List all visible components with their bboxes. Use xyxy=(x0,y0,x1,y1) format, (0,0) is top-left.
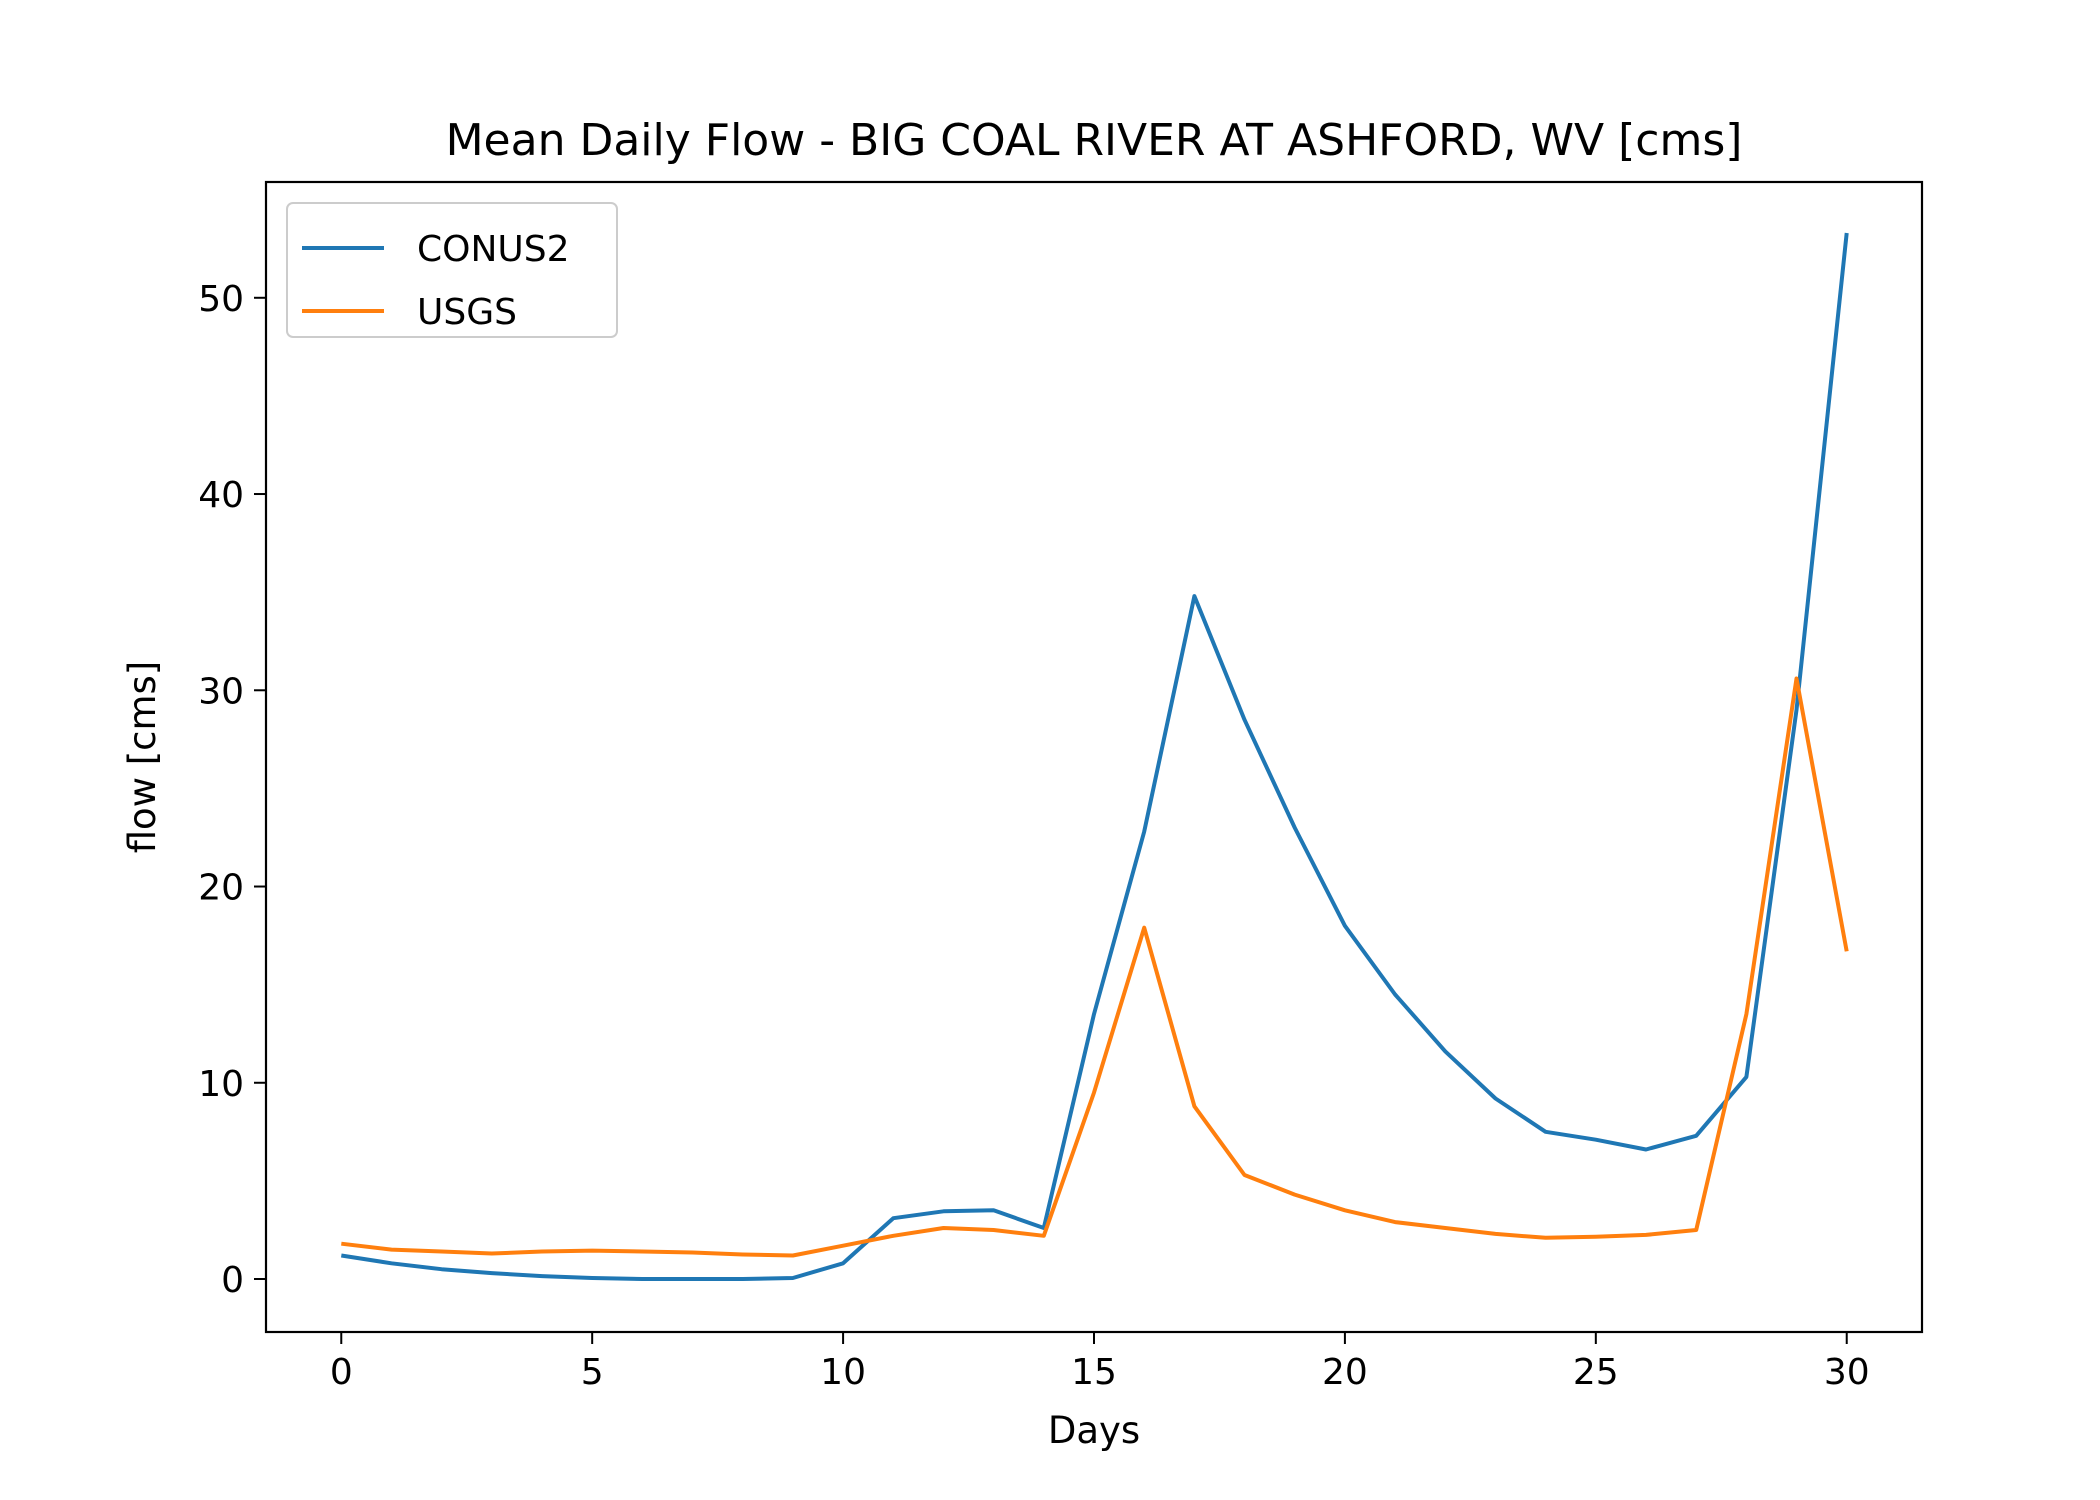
y-tick-label: 40 xyxy=(198,475,244,516)
y-tick-label: 10 xyxy=(198,1064,244,1105)
y-tick-label: 50 xyxy=(198,279,244,320)
legend-box xyxy=(286,202,618,338)
x-tick-label: 25 xyxy=(1573,1352,1619,1393)
series-line-conus2 xyxy=(340,232,1849,1281)
axes-frame xyxy=(264,180,1924,1334)
chart-title: Mean Daily Flow - BIG COAL RIVER AT ASHF… xyxy=(446,115,1743,166)
legend-label-usgs: USGS xyxy=(417,292,517,333)
y-tick-label: 0 xyxy=(221,1260,244,1301)
x-tick-label: 20 xyxy=(1322,1352,1368,1393)
x-tick-label: 15 xyxy=(1071,1352,1117,1393)
legend-label-conus2: CONUS2 xyxy=(417,229,570,270)
x-axis-label: Days xyxy=(1048,1409,1140,1452)
x-tick-label: 30 xyxy=(1824,1352,1870,1393)
x-tick-label: 5 xyxy=(581,1352,604,1393)
y-tick-label: 30 xyxy=(198,671,244,712)
series-line-usgs xyxy=(341,676,1849,1258)
plot-area: 0 5 10 15 20 25 30 0 10 20 30 40 50 CONUS2 USGS xyxy=(198,180,1924,1393)
y-axis-label: flow [cms] xyxy=(121,661,164,854)
x-tick-label: 10 xyxy=(820,1352,866,1393)
y-tick-label: 20 xyxy=(198,868,244,909)
x-tick-label: 0 xyxy=(330,1352,353,1393)
